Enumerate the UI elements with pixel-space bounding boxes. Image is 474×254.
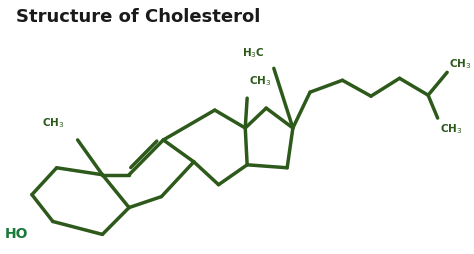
Text: CH$_3$: CH$_3$	[439, 122, 462, 136]
Text: CH$_3$: CH$_3$	[42, 116, 64, 130]
Text: CH$_3$: CH$_3$	[449, 57, 472, 71]
Text: CH$_3$: CH$_3$	[249, 74, 272, 88]
Text: Structure of Cholesterol: Structure of Cholesterol	[16, 8, 261, 26]
Text: HO: HO	[5, 227, 28, 241]
Text: H$_3$C: H$_3$C	[242, 46, 264, 60]
